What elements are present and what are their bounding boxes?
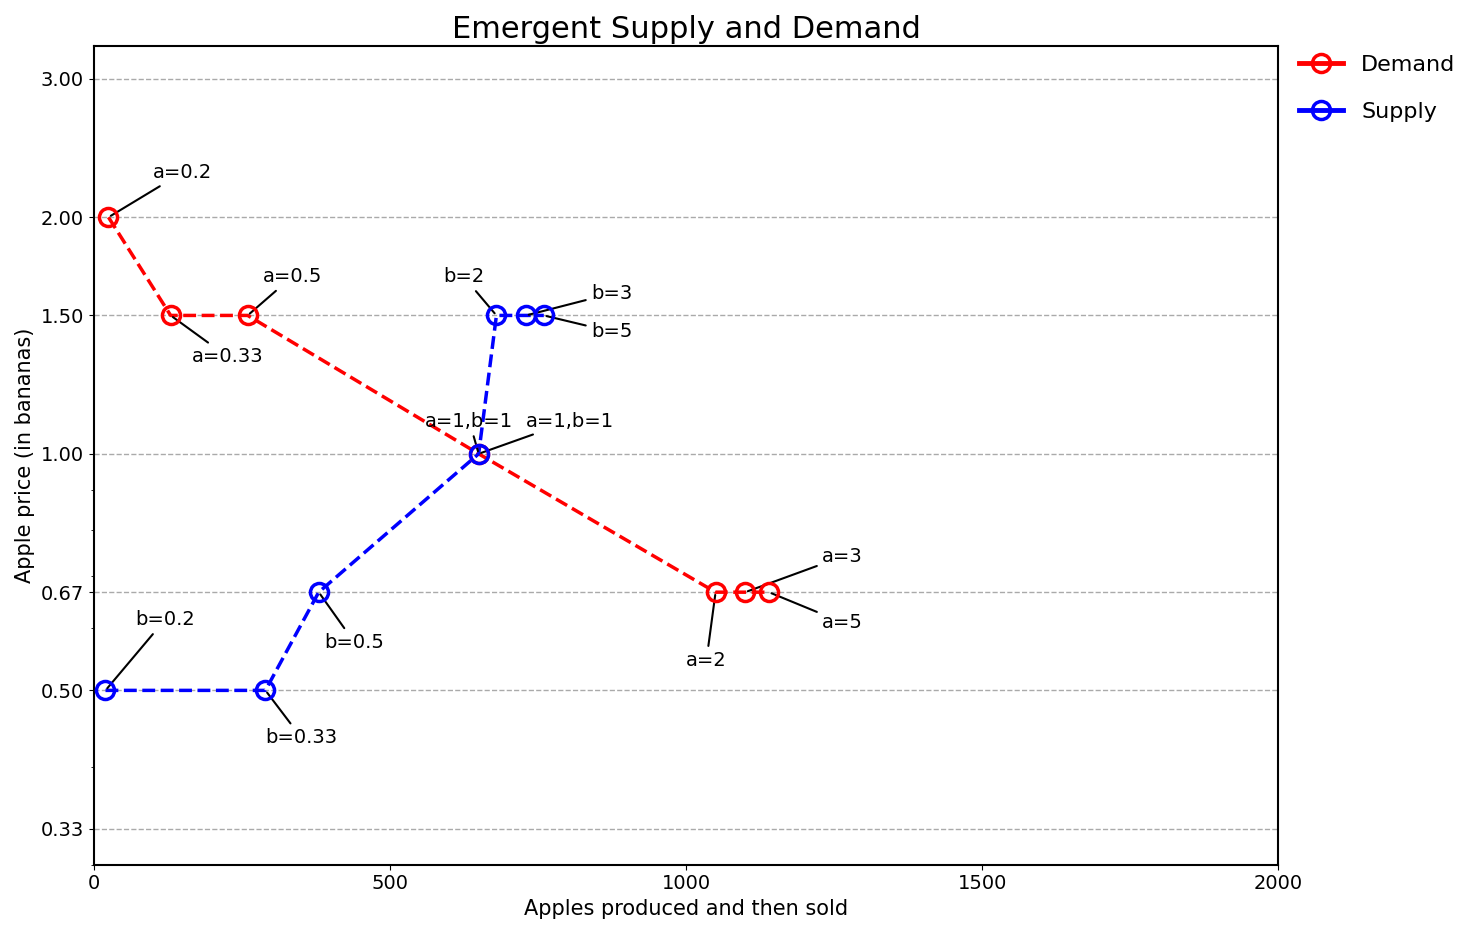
Legend: Demand, Supply: Demand, Supply [1290,47,1464,131]
Text: a=3: a=3 [748,547,862,591]
Y-axis label: Apple price (in bananas): Apple price (in bananas) [15,328,35,583]
Text: b=0.5: b=0.5 [321,594,385,652]
Text: b=5: b=5 [547,316,633,341]
Text: b=0.2: b=0.2 [108,610,195,688]
Text: b=3: b=3 [528,284,633,315]
Text: a=2: a=2 [686,595,726,671]
Title: Emergent Supply and Demand: Emergent Supply and Demand [451,15,920,44]
Text: b=2: b=2 [444,267,494,313]
Text: a=1,b=1: a=1,b=1 [426,412,513,451]
Text: a=5: a=5 [772,593,864,632]
Text: b=0.33: b=0.33 [265,693,337,747]
Text: a=0.33: a=0.33 [173,317,263,366]
X-axis label: Apples produced and then sold: Apples produced and then sold [524,899,847,919]
Text: a=0.5: a=0.5 [250,267,322,314]
Text: a=1,b=1: a=1,b=1 [481,412,614,453]
Text: a=0.2: a=0.2 [111,163,211,216]
